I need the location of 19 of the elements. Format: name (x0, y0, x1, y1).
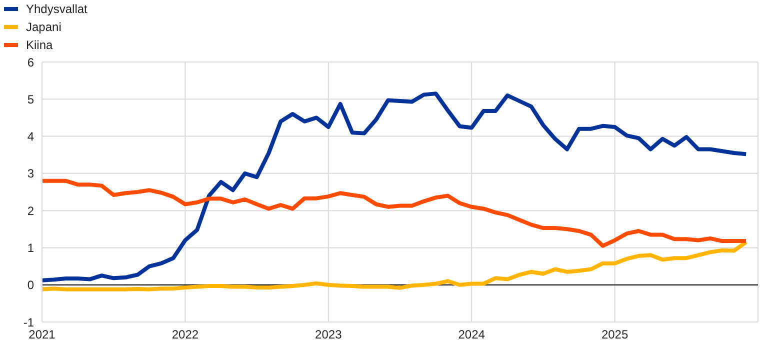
line-series (42, 240, 748, 292)
x-tick-label: 2022 (172, 328, 199, 342)
y-tick-label: 5 (27, 92, 34, 106)
legend-label: Yhdysvallat (26, 2, 88, 16)
y-tick-label: 0 (27, 278, 34, 292)
y-tick-label: 1 (27, 240, 34, 255)
y-tick-label: 2 (27, 204, 34, 218)
legend-label: Japani (26, 20, 62, 34)
y-tick-label: -1 (23, 315, 34, 330)
x-tick-label: 2025 (601, 328, 628, 342)
y-tick-label: 4 (27, 130, 34, 144)
y-tick-label: 6 (27, 55, 34, 70)
line-series (42, 178, 748, 248)
x-tick-label: 2023 (315, 328, 342, 342)
legend-label: Kiina (26, 38, 53, 52)
x-tick-label: 2021 (28, 328, 56, 342)
line-series (42, 92, 748, 282)
x-tick-label: 2024 (458, 328, 486, 342)
y-tick-label: 3 (27, 166, 34, 181)
